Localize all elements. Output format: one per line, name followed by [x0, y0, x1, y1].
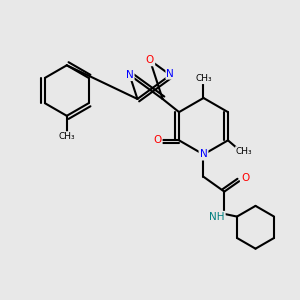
- Text: NH: NH: [209, 212, 225, 222]
- Text: CH₃: CH₃: [58, 132, 75, 141]
- Text: N: N: [200, 149, 207, 160]
- Text: CH₃: CH₃: [195, 74, 212, 83]
- Text: N: N: [126, 70, 134, 80]
- Text: O: O: [241, 172, 249, 183]
- Text: N: N: [167, 68, 174, 79]
- Text: O: O: [146, 55, 154, 65]
- Text: CH₃: CH₃: [236, 147, 253, 156]
- Text: O: O: [153, 135, 161, 145]
